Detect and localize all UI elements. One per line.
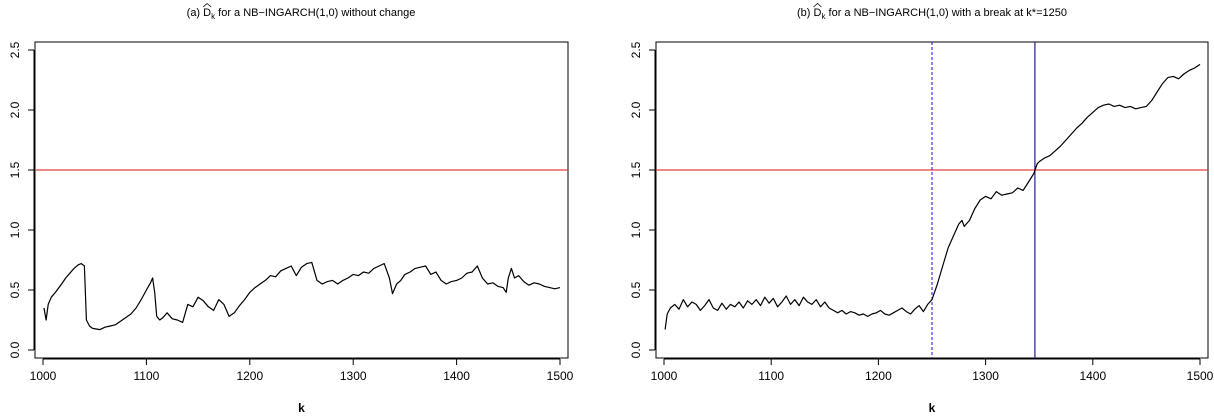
title-suffix: for a NB−INGARCH(1,0) without change — [215, 7, 415, 19]
title-prefix: (b) — [797, 7, 814, 19]
y-tick-label: 1.0 — [629, 221, 643, 238]
title-symbol: D — [814, 7, 822, 19]
x-tick-label: 1000 — [30, 369, 57, 383]
panel-b: (b) Dk for a NB−INGARCH(1,0) with a brea… — [629, 2, 1214, 415]
x-axis-label: k — [298, 401, 305, 415]
x-tick-label: 1500 — [547, 369, 574, 383]
y-tick-label: 0.0 — [8, 341, 22, 358]
y-tick-label: 2.0 — [8, 101, 22, 118]
x-tick-label: 1200 — [865, 369, 892, 383]
plot-area — [35, 169, 568, 331]
y-tick-label: 0.5 — [629, 281, 643, 298]
x-tick-label: 1200 — [236, 369, 263, 383]
y-tick-label: 1.0 — [8, 221, 22, 238]
plot-frame — [34, 41, 569, 359]
x-tick-label: 1300 — [972, 369, 999, 383]
title-suffix: for a NB−INGARCH(1,0) with a break at k*… — [825, 7, 1067, 19]
y-tick-label: 0.5 — [8, 281, 22, 298]
x-tick-label: 1400 — [1079, 369, 1106, 383]
x-tick-label: 1100 — [133, 369, 159, 383]
series-line — [43, 261, 561, 331]
panel-a: (a) Dk for a NB−INGARCH(1,0) without cha… — [8, 2, 574, 415]
series-line — [664, 63, 1201, 330]
x-tick-label: 1300 — [340, 369, 367, 383]
plot-area — [656, 42, 1208, 358]
title-prefix: (a) — [187, 7, 204, 19]
title-hat — [813, 2, 822, 8]
title-symbol-sub: k — [211, 12, 216, 21]
title-symbol: D — [203, 7, 211, 19]
x-axis-label: k — [929, 401, 936, 415]
y-tick-label: 2.0 — [629, 101, 643, 118]
y-tick-label: 0.0 — [629, 341, 643, 358]
y-tick-label: 2.5 — [629, 41, 643, 58]
chart-title: (b) Dk for a NB−INGARCH(1,0) with a brea… — [797, 7, 1067, 21]
y-tick-label: 1.5 — [8, 161, 22, 178]
x-tick-label: 1500 — [1187, 369, 1214, 383]
chart-title: (a) Dk for a NB−INGARCH(1,0) without cha… — [187, 7, 416, 21]
title-hat — [202, 2, 212, 8]
x-tick-label: 1400 — [443, 369, 470, 383]
x-tick-label: 1100 — [758, 369, 784, 383]
title-symbol-sub: k — [821, 12, 826, 21]
x-tick-label: 1000 — [651, 369, 678, 383]
y-tick-label: 1.5 — [629, 161, 643, 178]
y-tick-label: 2.5 — [8, 41, 22, 58]
